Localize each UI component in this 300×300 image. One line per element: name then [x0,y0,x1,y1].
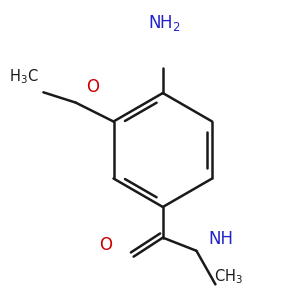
Text: H$_3$C: H$_3$C [9,68,39,86]
Text: CH$_3$: CH$_3$ [214,268,243,286]
Text: NH$_2$: NH$_2$ [148,13,181,33]
Text: O: O [99,236,112,254]
Text: O: O [86,78,99,96]
Text: NH: NH [208,230,233,248]
